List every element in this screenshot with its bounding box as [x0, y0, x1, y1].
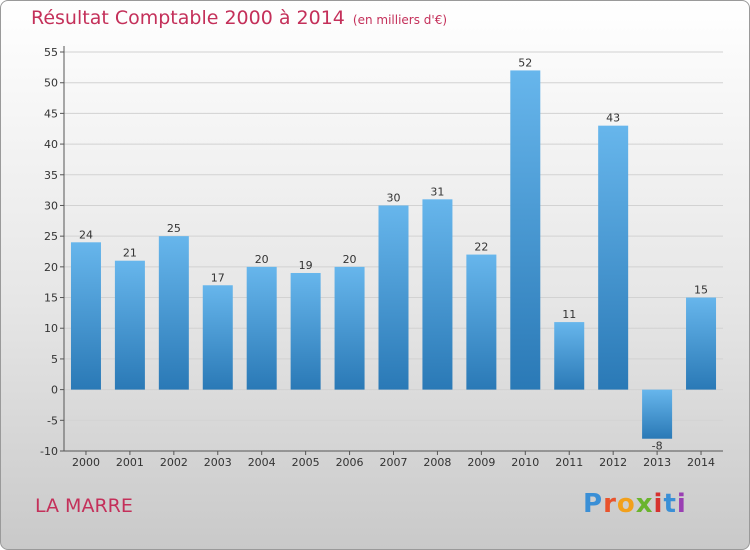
bars [70, 70, 717, 439]
x-tick-label: 2009 [467, 456, 495, 469]
logo-letter: i [653, 489, 664, 519]
data-label: 19 [299, 259, 313, 272]
x-tick-labels: 2000 2001 2002 2003 2004 2005 2006 2007 2008 2009… [72, 451, 715, 469]
y-tick-label: 0 [51, 384, 58, 397]
data-label: 11 [562, 308, 576, 321]
bar [686, 297, 717, 390]
bar [466, 254, 497, 390]
y-tick-labels: -10 -5 0 5 10 15 20 25 30 35 40 45 50 55 [40, 46, 64, 458]
x-tick-label: 2011 [555, 456, 583, 469]
bar [158, 236, 189, 390]
x-tick-label: 2012 [599, 456, 627, 469]
bar [202, 285, 233, 390]
y-tick-label: 5 [51, 353, 58, 366]
data-label: 17 [211, 271, 225, 284]
y-tick-label: 45 [44, 107, 58, 120]
y-tick-label: 25 [44, 230, 58, 243]
y-tick-label: -5 [47, 414, 58, 427]
chart-title-block: Résultat Comptable 2000 à 2014 (en millie… [31, 7, 447, 29]
proxiti-logo[interactable]: Proxiti [583, 489, 687, 519]
bar [290, 272, 321, 390]
bar [114, 260, 145, 390]
y-tick-label: 50 [44, 77, 58, 90]
data-label: 25 [167, 222, 181, 235]
x-tick-label: 2013 [643, 456, 671, 469]
x-tick-label: 2001 [116, 456, 144, 469]
logo-letter: t [663, 489, 677, 519]
x-tick-label: 2008 [423, 456, 451, 469]
y-tick-label: 15 [44, 292, 58, 305]
data-label: 52 [518, 56, 532, 69]
y-tick-label: 20 [44, 261, 58, 274]
logo-letter: r [603, 489, 617, 519]
x-tick-label: 2014 [687, 456, 715, 469]
x-tick-label: 2002 [160, 456, 188, 469]
y-tick-label: 10 [44, 322, 58, 335]
bar [642, 389, 673, 439]
data-label: 30 [387, 191, 401, 204]
data-label: 15 [694, 284, 708, 297]
y-tick-label: 55 [44, 46, 58, 59]
logo-letter: x [635, 489, 654, 519]
bar [70, 242, 101, 390]
data-label: 22 [474, 241, 488, 254]
logo-letter: i [676, 489, 687, 519]
place-name: LA MARRE [35, 495, 133, 517]
y-tick-label: 40 [44, 138, 58, 151]
y-tick-label: 35 [44, 169, 58, 182]
x-tick-label: 2000 [72, 456, 100, 469]
data-label: 20 [343, 253, 357, 266]
bar [422, 199, 453, 390]
data-label: 20 [255, 253, 269, 266]
bar [334, 266, 365, 390]
y-tick-label: -10 [40, 445, 58, 458]
chart-subtitle: (en milliers d'€) [352, 13, 448, 27]
bar [246, 266, 277, 390]
bar [510, 70, 541, 390]
data-label: 43 [606, 112, 620, 125]
x-tick-label: 2003 [204, 456, 232, 469]
data-label: 24 [79, 228, 93, 241]
data-label: 21 [123, 247, 137, 260]
bar [378, 205, 409, 390]
x-tick-label: 2004 [248, 456, 276, 469]
x-tick-label: 2007 [380, 456, 408, 469]
x-tick-label: 2010 [511, 456, 539, 469]
x-tick-label: 2006 [336, 456, 364, 469]
data-labels: 24 21 25 17 20 19 20 30 31 22 52 11 43 -8 15 [79, 56, 708, 452]
logo-letter: o [616, 489, 636, 519]
data-label: 31 [430, 185, 444, 198]
bar [554, 322, 585, 390]
x-tick-label: 2005 [292, 456, 320, 469]
y-tick-label: 30 [44, 199, 58, 212]
data-label: -8 [652, 440, 663, 453]
bar [598, 125, 629, 390]
chart-title: Résultat Comptable 2000 à 2014 [31, 7, 345, 29]
logo-letter: P [583, 489, 604, 519]
